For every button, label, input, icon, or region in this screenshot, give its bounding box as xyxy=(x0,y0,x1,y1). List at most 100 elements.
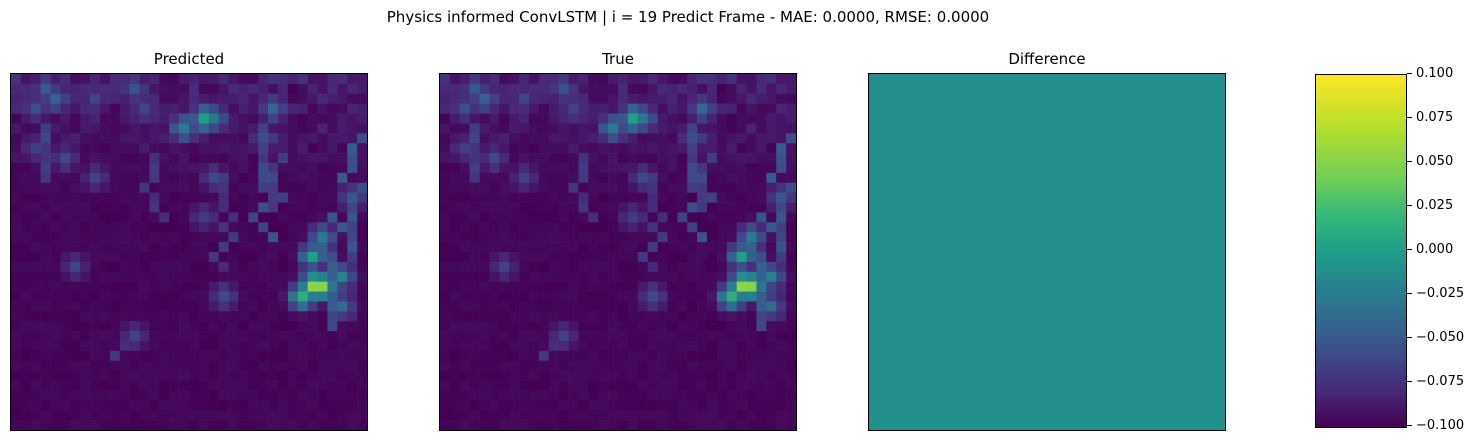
predicted-cell xyxy=(228,113,239,124)
true-cell xyxy=(776,341,787,352)
true-cell xyxy=(440,410,451,421)
predicted-cell xyxy=(11,380,22,391)
predicted-cell xyxy=(100,291,111,302)
true-cell xyxy=(558,123,569,134)
true-cell xyxy=(538,380,550,391)
true-cell xyxy=(677,301,688,312)
predicted-cell xyxy=(139,192,150,203)
true-cell xyxy=(459,370,470,381)
predicted-cell xyxy=(228,242,239,253)
true-cell xyxy=(558,252,569,263)
predicted-cell xyxy=(159,291,170,302)
true-cell xyxy=(608,410,619,421)
predicted-cell xyxy=(40,261,51,273)
true-cell xyxy=(657,143,668,154)
true-cell xyxy=(459,400,470,411)
predicted-cell xyxy=(208,271,219,282)
predicted-cell xyxy=(20,331,32,342)
true-cell xyxy=(479,232,490,243)
true-cell xyxy=(756,291,767,302)
true-cell xyxy=(647,172,658,184)
true-cell xyxy=(548,202,559,213)
predicted-cell xyxy=(70,261,81,273)
true-cell xyxy=(449,410,461,421)
true-cell xyxy=(608,341,619,352)
true-cell xyxy=(647,370,658,381)
predicted-cell xyxy=(327,410,338,421)
predicted-cell xyxy=(337,311,348,322)
true-cell xyxy=(776,103,787,114)
true-cell xyxy=(479,103,490,114)
true-cell xyxy=(627,380,639,391)
true-cell xyxy=(499,113,510,124)
true-cell xyxy=(598,222,609,233)
predicted-cell xyxy=(258,93,269,104)
predicted-cell xyxy=(218,212,229,223)
predicted-cell xyxy=(20,390,32,401)
true-cell xyxy=(548,182,559,193)
true-cell xyxy=(598,123,609,134)
true-cell xyxy=(479,291,490,302)
true-cell xyxy=(776,202,787,213)
predicted-cell xyxy=(189,271,200,282)
predicted-heatmap xyxy=(10,73,368,431)
predicted-cell xyxy=(248,222,259,233)
predicted-cell xyxy=(258,380,269,391)
true-cell xyxy=(440,301,451,312)
true-cell xyxy=(538,261,550,273)
true-cell xyxy=(697,182,708,193)
predicted-cell xyxy=(297,350,308,362)
predicted-cell xyxy=(238,83,249,95)
predicted-cell xyxy=(228,222,239,233)
predicted-cell xyxy=(80,133,91,144)
predicted-cell xyxy=(129,331,140,342)
true-cell xyxy=(637,192,648,203)
predicted-cell xyxy=(80,271,91,282)
true-cell xyxy=(627,232,639,243)
true-cell xyxy=(538,83,550,95)
predicted-cell xyxy=(30,400,41,411)
true-cell xyxy=(736,420,747,430)
true-cell xyxy=(469,301,480,312)
predicted-cell xyxy=(100,331,111,342)
predicted-cell xyxy=(109,301,121,312)
predicted-cell xyxy=(268,291,279,302)
predicted-cell xyxy=(169,390,180,401)
predicted-cell xyxy=(109,390,121,401)
true-cell xyxy=(736,232,747,243)
true-cell xyxy=(667,153,678,164)
predicted-cell xyxy=(90,113,101,124)
predicted-cell xyxy=(189,172,200,184)
colorbar xyxy=(1315,74,1407,428)
predicted-cell xyxy=(119,113,130,124)
true-cell xyxy=(509,212,520,223)
predicted-cell xyxy=(20,311,32,322)
true-cell xyxy=(667,252,678,263)
true-cell xyxy=(529,242,540,253)
true-cell xyxy=(766,311,777,322)
predicted-cell xyxy=(159,172,170,184)
predicted-cell xyxy=(287,212,299,223)
true-cell xyxy=(578,271,589,282)
true-cell xyxy=(568,420,579,430)
predicted-cell xyxy=(179,232,190,243)
predicted-cell xyxy=(60,143,71,154)
true-cell xyxy=(598,301,609,312)
true-cell xyxy=(726,172,737,184)
true-cell xyxy=(746,212,757,223)
predicted-cell xyxy=(189,321,200,332)
true-cell xyxy=(647,331,658,342)
true-cell xyxy=(667,103,678,114)
true-cell xyxy=(558,93,569,104)
true-cell xyxy=(489,74,500,85)
predicted-cell xyxy=(357,123,367,134)
predicted-cell xyxy=(40,420,51,430)
true-cell xyxy=(627,83,639,95)
true-cell xyxy=(449,143,461,154)
true-cell xyxy=(469,420,480,430)
predicted-cell xyxy=(100,123,111,134)
true-cell xyxy=(519,182,530,193)
predicted-cell xyxy=(218,370,229,381)
true-cell xyxy=(657,123,668,134)
predicted-cell xyxy=(40,301,51,312)
